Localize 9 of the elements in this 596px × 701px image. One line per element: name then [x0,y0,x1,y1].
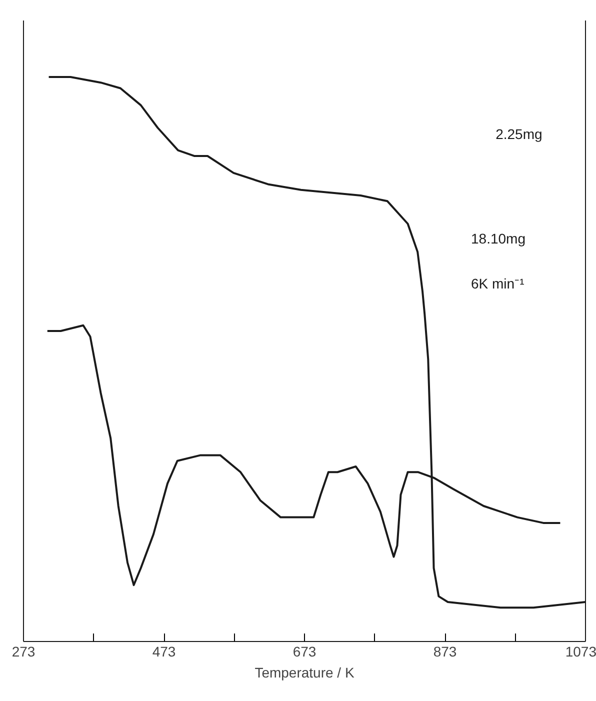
x-tick-label: 273 [12,644,36,660]
annotation: 2.25mg [496,126,542,142]
annotation: 18.10mg [470,230,526,246]
x-tick-label: 873 [433,644,457,660]
x-tick-label: 673 [292,644,316,660]
x-tick-label: 1073 [565,644,596,660]
x-axis-title: Temperature / K [254,664,355,680]
annotation: 6K min⁻¹ [470,275,525,292]
x-tick-label: 473 [152,644,176,660]
